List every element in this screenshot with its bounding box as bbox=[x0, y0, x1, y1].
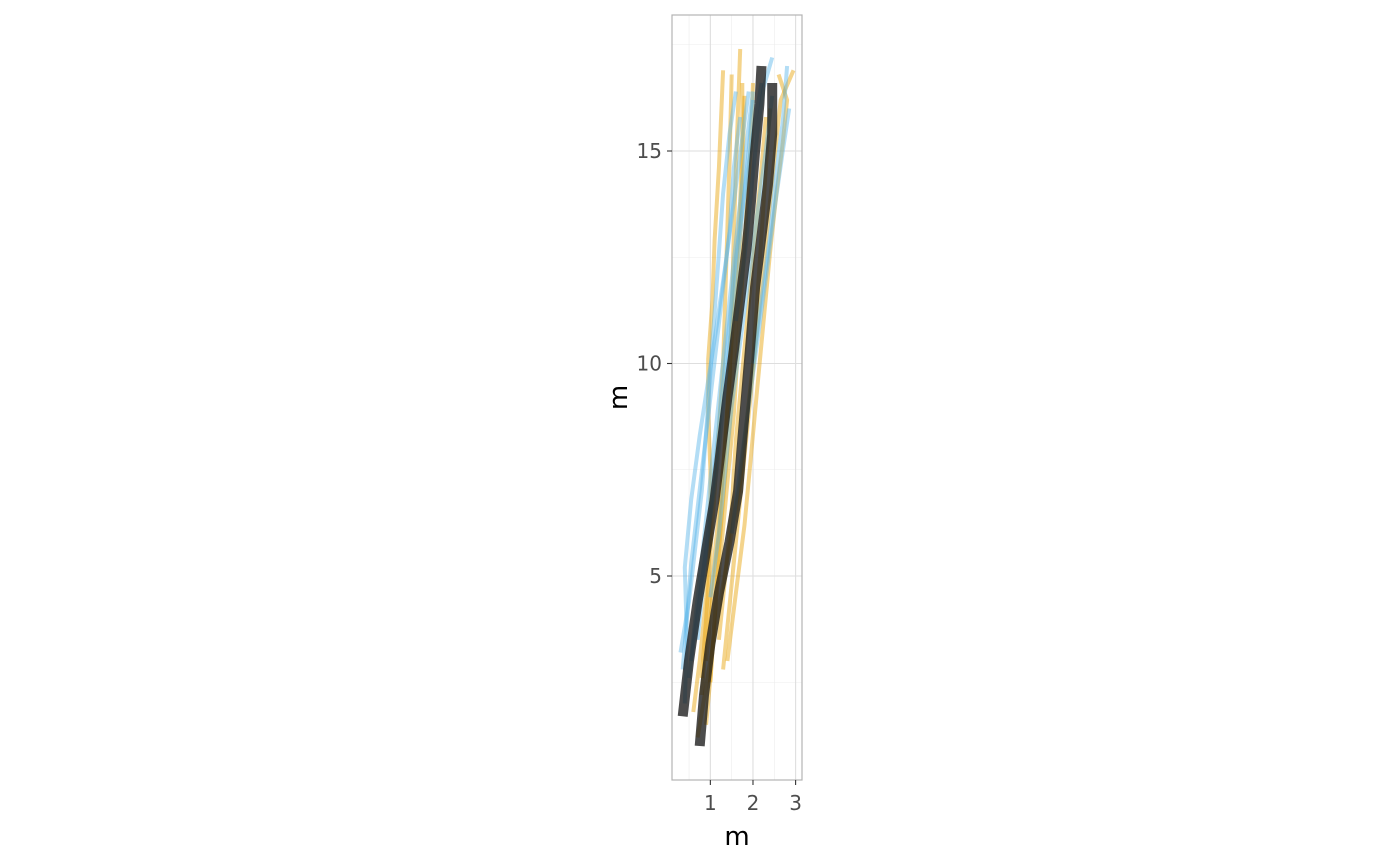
sky-blue-trajectory-10 bbox=[680, 116, 743, 670]
x-axis-title: m bbox=[724, 822, 749, 852]
orange-trajectory-5 bbox=[699, 74, 734, 679]
highlight-trajectory-21 bbox=[694, 83, 778, 747]
x-tick-label: 3 bbox=[789, 791, 802, 815]
y-tick-label: 15 bbox=[637, 139, 662, 163]
y-tick-label: 5 bbox=[649, 564, 662, 588]
orange-trajectory-6 bbox=[725, 73, 790, 662]
y-axis-title: m bbox=[604, 385, 634, 410]
series-layer bbox=[677, 48, 796, 747]
x-tick-label: 1 bbox=[704, 791, 717, 815]
sky-blue-trajectory-16 bbox=[708, 95, 775, 598]
panel-border bbox=[671, 14, 803, 781]
y-tick-label: 10 bbox=[637, 352, 662, 376]
orange-trajectory-1 bbox=[691, 70, 726, 713]
sky-blue-trajectory-18 bbox=[751, 65, 790, 364]
sky-blue-trajectory-11 bbox=[682, 91, 751, 704]
sky-blue-trajectory-12 bbox=[678, 91, 738, 653]
x-tick-label: 2 bbox=[747, 791, 760, 815]
highlight-trajectory-20 bbox=[677, 65, 767, 717]
axis-ticks: 1 2 3 5 10 15 bbox=[637, 139, 802, 815]
